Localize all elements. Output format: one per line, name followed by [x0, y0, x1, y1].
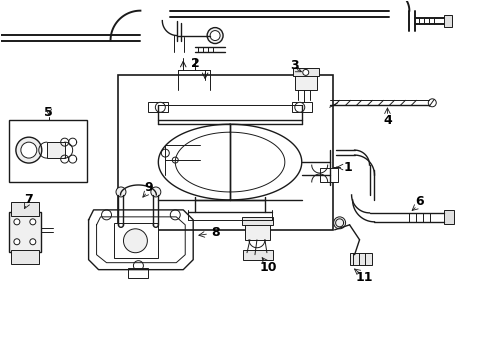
Bar: [113, 223, 158, 258]
Text: 8: 8: [210, 226, 219, 239]
Circle shape: [170, 210, 180, 220]
Circle shape: [30, 239, 36, 245]
Bar: [9, 120, 86, 182]
Circle shape: [133, 261, 143, 271]
Bar: [11, 250, 39, 264]
Circle shape: [151, 187, 161, 197]
Bar: [294, 75, 316, 90]
Circle shape: [294, 102, 304, 112]
Bar: [128, 268, 148, 278]
Bar: [349, 253, 371, 265]
Circle shape: [333, 217, 345, 229]
Text: 2: 2: [190, 57, 199, 70]
Bar: [242, 217, 272, 225]
Bar: [47, 142, 64, 158]
Bar: [319, 168, 337, 182]
Circle shape: [123, 229, 147, 253]
Bar: [243, 250, 272, 260]
Bar: [443, 15, 451, 27]
Text: 1: 1: [343, 161, 351, 174]
Bar: [292, 68, 318, 76]
Bar: [118, 75, 332, 230]
Text: 5: 5: [44, 106, 53, 119]
Circle shape: [302, 69, 308, 75]
Bar: [244, 222, 269, 240]
Circle shape: [16, 137, 41, 163]
Circle shape: [207, 28, 223, 44]
Text: 9: 9: [144, 181, 152, 194]
Circle shape: [172, 157, 178, 163]
Circle shape: [14, 239, 20, 245]
Circle shape: [21, 142, 37, 158]
Circle shape: [30, 219, 36, 225]
Text: 7: 7: [24, 193, 33, 206]
Text: 3: 3: [290, 59, 299, 72]
Circle shape: [14, 219, 20, 225]
Circle shape: [102, 210, 111, 220]
Bar: [443, 210, 453, 224]
Circle shape: [427, 99, 435, 107]
Text: 10: 10: [259, 261, 276, 274]
Text: 4: 4: [382, 114, 391, 127]
Circle shape: [116, 187, 126, 197]
Text: 6: 6: [414, 195, 423, 208]
Circle shape: [155, 102, 165, 112]
Bar: [148, 102, 168, 112]
Bar: [11, 202, 39, 216]
Text: 11: 11: [355, 271, 372, 284]
Bar: [9, 212, 41, 252]
Circle shape: [210, 31, 220, 41]
Circle shape: [161, 149, 169, 157]
Bar: [291, 102, 311, 112]
